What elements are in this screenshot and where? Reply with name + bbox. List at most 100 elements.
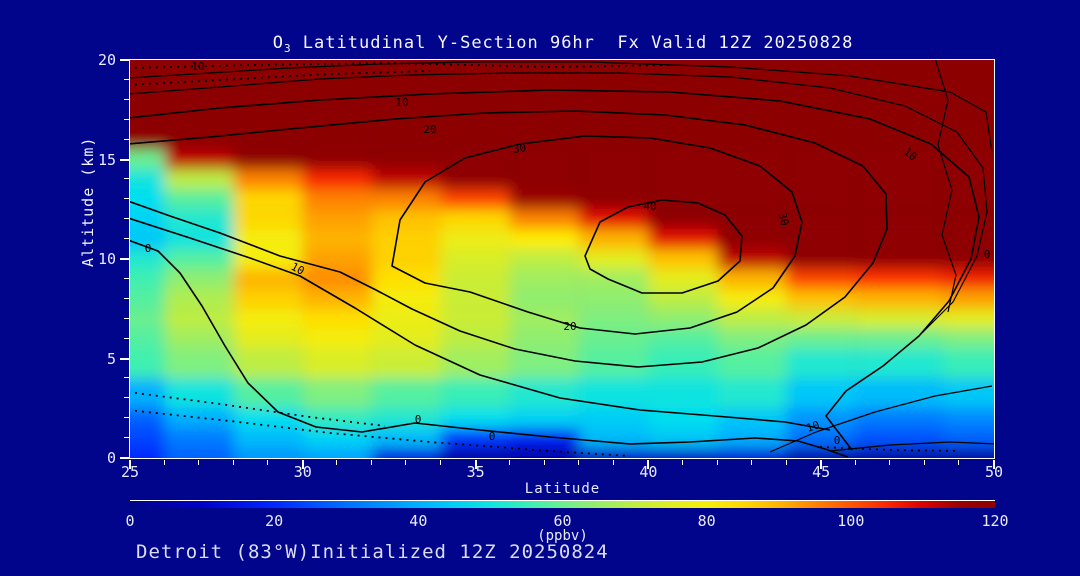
field-cell [942, 328, 994, 349]
field-cell [164, 428, 234, 449]
x-tick [716, 460, 718, 465]
y-tick-label: 15 [97, 150, 116, 169]
field-cell [164, 189, 234, 210]
field-cell [579, 249, 649, 269]
colorbar-tick-label: 100 [837, 512, 865, 530]
field-cell [233, 149, 303, 170]
field-cell [233, 249, 303, 269]
y-tick [124, 437, 129, 439]
x-tick [232, 460, 234, 465]
field-cell [371, 448, 442, 458]
field-cell [717, 308, 787, 329]
field-cell [164, 249, 234, 269]
field-cell [942, 308, 994, 329]
x-tick [612, 460, 614, 465]
field-cell [717, 249, 787, 269]
y-tick [124, 297, 129, 299]
field-cell [579, 428, 649, 449]
field-cell [302, 229, 372, 250]
field-cell [510, 189, 580, 210]
contour-label: 30 [512, 141, 527, 156]
field-cell [302, 308, 372, 329]
field-cell [302, 169, 372, 190]
colorbar-unit: (ppbv) [537, 528, 588, 544]
y-tick [124, 277, 129, 279]
field-cell [786, 169, 856, 190]
field-cell [855, 408, 943, 429]
field-layer [130, 60, 994, 458]
contour-label: 10 [395, 96, 408, 109]
x-tick [198, 460, 200, 465]
x-tick-label: 45 [812, 463, 831, 481]
field-cell [942, 249, 994, 269]
field-cell [130, 348, 165, 379]
contour-label: 0 [834, 434, 841, 447]
field-cell [579, 268, 649, 289]
field-cell [717, 189, 787, 210]
field-cell [441, 169, 511, 190]
field-cell [130, 249, 165, 269]
plot-area: 10 10 20 30 40 30 10 0 10 20 0 0 10 0 0 [129, 59, 995, 459]
y-tick [124, 218, 129, 220]
x-tick [993, 460, 995, 469]
field-cell [233, 378, 303, 409]
field-cell [717, 348, 787, 379]
field-cell [510, 209, 580, 230]
field-cell [441, 99, 511, 150]
field-cell [510, 249, 580, 269]
field-cell [233, 308, 303, 329]
x-tick [267, 460, 269, 465]
contour-label: 20 [423, 123, 436, 136]
field-cell [579, 229, 649, 250]
field-cell [510, 448, 580, 458]
field-cell [371, 99, 442, 150]
colorbar-tick-label: 120 [981, 512, 1009, 530]
y-tick [124, 377, 129, 379]
field-cell [786, 209, 856, 230]
field-cell [371, 149, 442, 170]
field-cell [371, 229, 442, 250]
field-cell [302, 448, 372, 458]
y-tick [120, 258, 129, 260]
x-tick-label: 35 [466, 463, 485, 481]
contour-label: 0 [415, 413, 422, 426]
field-cell [510, 268, 580, 289]
x-tick [474, 460, 477, 469]
x-tick [578, 460, 580, 465]
field-cell [302, 288, 372, 309]
field-cell [371, 249, 442, 269]
field-cell [786, 348, 856, 379]
x-tick [405, 460, 407, 465]
field-cell [371, 268, 442, 289]
field-cell [441, 268, 511, 289]
field-cell [510, 328, 580, 349]
field-cell [942, 428, 994, 449]
field-cell [855, 268, 943, 289]
field-cell [164, 378, 234, 409]
x-tick [923, 460, 925, 465]
field-cell [786, 99, 856, 150]
field-cell [786, 149, 856, 170]
y-tick [124, 78, 129, 80]
field-cell [579, 149, 649, 170]
field-cell [717, 229, 787, 250]
field-cell [579, 348, 649, 379]
field-cell [648, 169, 718, 190]
field-cell [942, 348, 994, 379]
field-cell [579, 308, 649, 329]
field-cell [942, 288, 994, 309]
field-cell [441, 209, 511, 230]
field-cell [717, 149, 787, 170]
field-cell [855, 328, 943, 349]
field-cell [233, 428, 303, 449]
field-cell [855, 209, 943, 230]
field-cell [648, 249, 718, 269]
field-cell [130, 288, 165, 309]
colorbar [130, 500, 995, 508]
y-tick [124, 178, 129, 180]
field-cell [510, 149, 580, 170]
field-cell [942, 229, 994, 250]
x-tick [854, 460, 856, 465]
field-cell [717, 408, 787, 429]
y-tick [120, 457, 129, 459]
